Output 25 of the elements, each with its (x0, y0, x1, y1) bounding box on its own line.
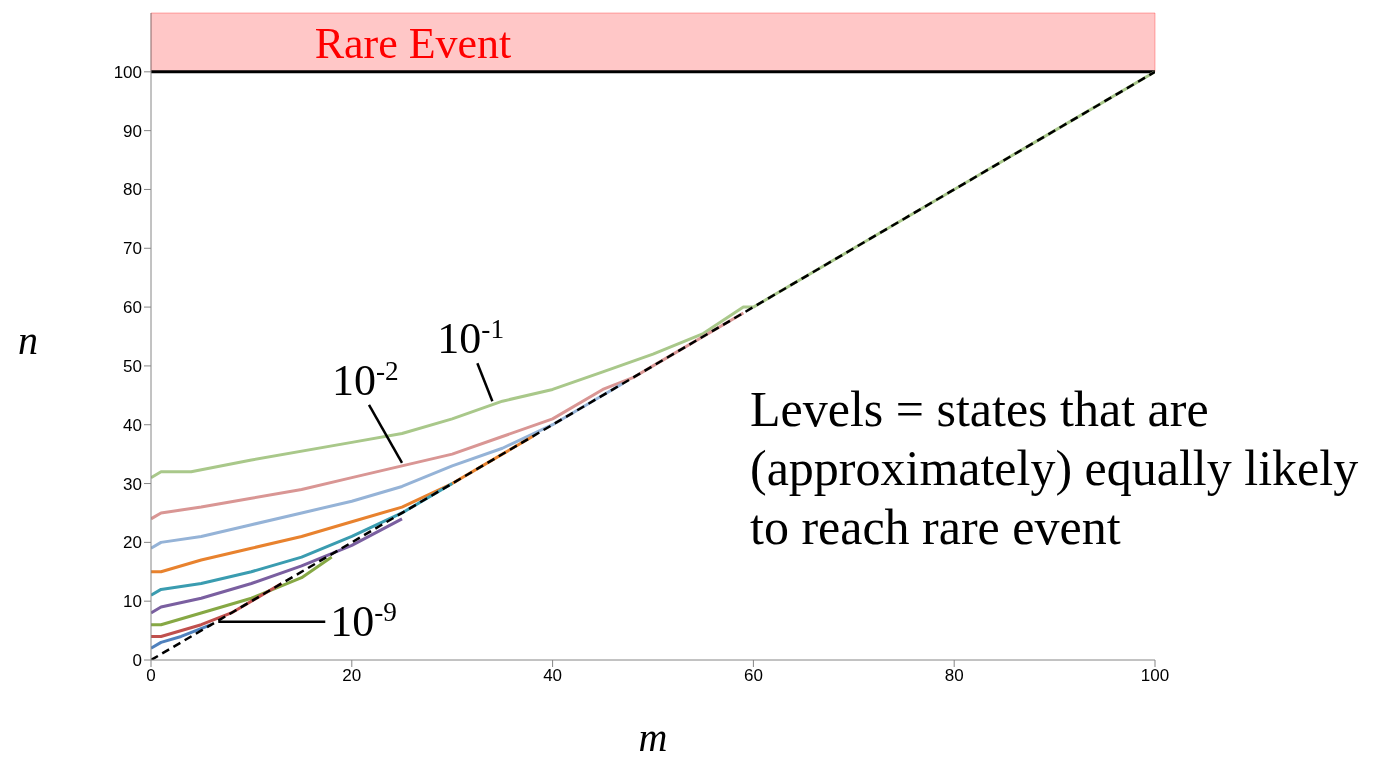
x-tick-label: 0 (146, 666, 156, 686)
x-tick-label: 20 (342, 666, 362, 686)
annotation: 10$^{-2}$ (332, 355, 399, 405)
y-tick-label: 90 (123, 121, 142, 141)
annotation: 10$^{-9}$ (330, 596, 397, 646)
x-tick-label: 60 (743, 666, 763, 686)
annotation: 10$^{-1}$ (437, 314, 505, 364)
y-tick-label: 70 (123, 239, 142, 259)
y-tick-label: 80 (123, 180, 142, 200)
y-tick-label: 100 (113, 62, 142, 82)
y-tick-label: 10 (123, 592, 142, 612)
x-axis-title: m (638, 715, 668, 760)
band-label: Rare Event (314, 19, 512, 69)
y-tick-label: 50 (123, 356, 142, 376)
y-tick-label: 30 (123, 474, 142, 494)
annotation: Levels = states that are (approximately) equally likely to reach rare event (750, 380, 1360, 557)
line-series (151, 623, 213, 650)
y-tick-label: 60 (123, 298, 142, 318)
x-tick-label: 100 (1140, 666, 1170, 686)
y-tick-label: 0 (132, 651, 142, 671)
y-tick-label: 20 (123, 533, 142, 553)
x-tick-label: 80 (944, 666, 964, 686)
y-axis-title: n (18, 317, 38, 363)
y-tick-label: 40 (123, 415, 142, 435)
x-tick-label: 40 (543, 666, 563, 686)
